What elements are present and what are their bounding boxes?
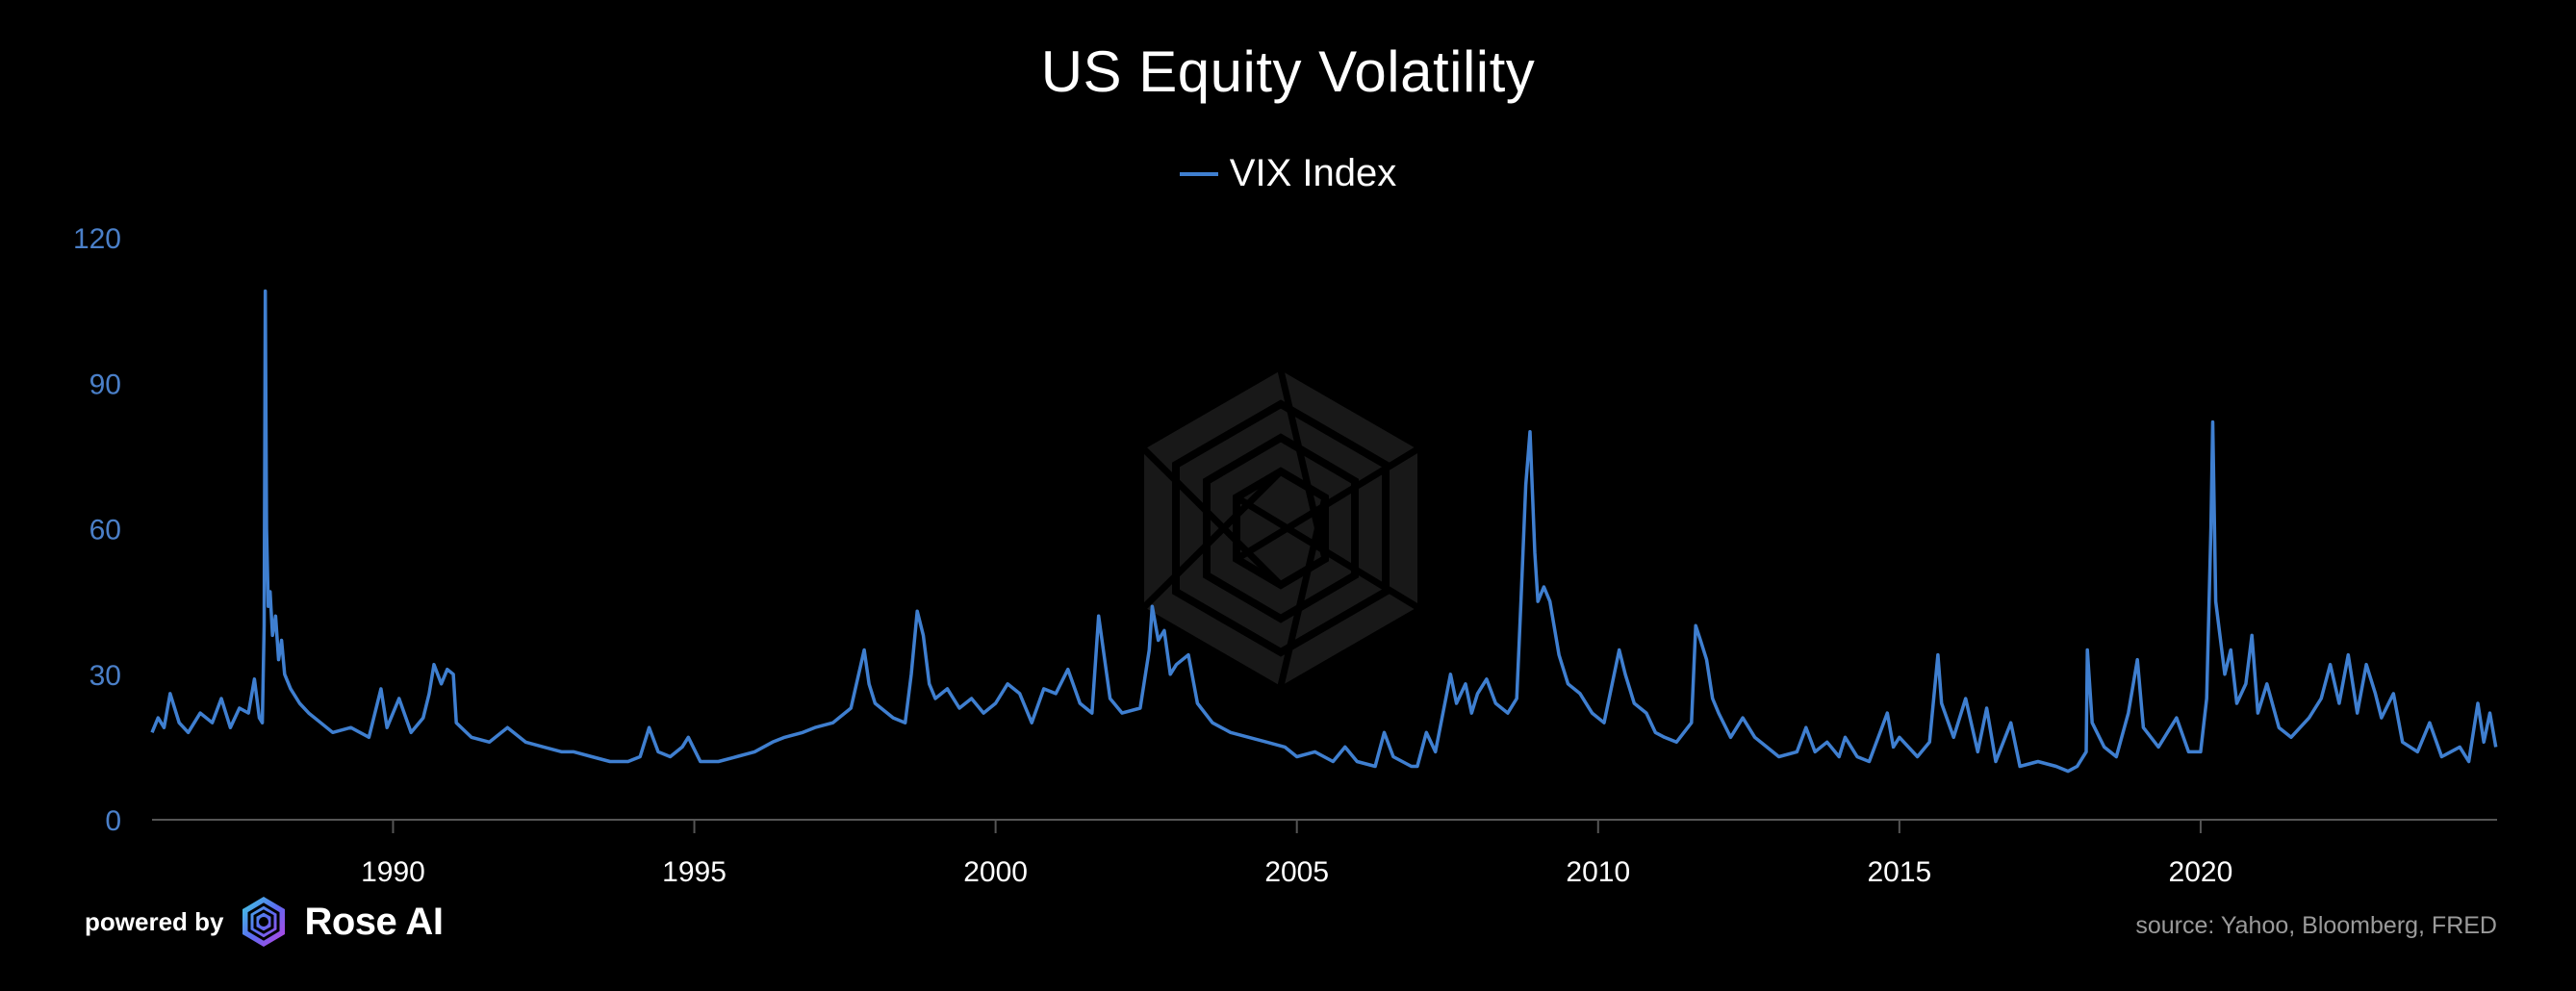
rose-logo-icon: [242, 897, 286, 947]
legend: VIX Index: [0, 152, 2576, 195]
legend-label: VIX Index: [1229, 152, 1397, 194]
y-tick-label: 90: [89, 368, 121, 400]
x-tick-label: 1990: [361, 856, 425, 888]
brand-name: Rose AI: [304, 900, 444, 943]
x-tick-label: 2005: [1264, 856, 1329, 888]
x-tick-label: 1995: [662, 856, 727, 888]
legend-swatch: [1179, 171, 1218, 176]
powered-by-label: powered by: [85, 906, 224, 936]
source-note: source: Yahoo, Bloomberg, FRED: [2135, 912, 2497, 939]
powered-by-badge[interactable]: powered by Rose AI: [85, 895, 444, 949]
y-axis: 0 30 60 90 120: [73, 223, 121, 837]
x-tick-label: 2010: [1566, 856, 1630, 888]
x-tick-label: 2020: [2169, 856, 2233, 888]
watermark-logo: [1141, 369, 1419, 687]
series-line-vix-index: [150, 289, 2498, 774]
y-tick-label: 120: [73, 223, 121, 255]
y-tick-label: 0: [105, 805, 121, 837]
x-tick-label: 2015: [1867, 856, 1931, 888]
x-tick-label: 2000: [963, 856, 1028, 888]
y-tick-label: 30: [89, 660, 121, 692]
x-axis: 1990 1995 2000 2005 2010 2015 2020: [361, 820, 2232, 888]
y-tick-label: 60: [89, 515, 121, 546]
series-layer: [150, 289, 2498, 774]
chart-title: US Equity Volatility: [1040, 39, 1536, 104]
